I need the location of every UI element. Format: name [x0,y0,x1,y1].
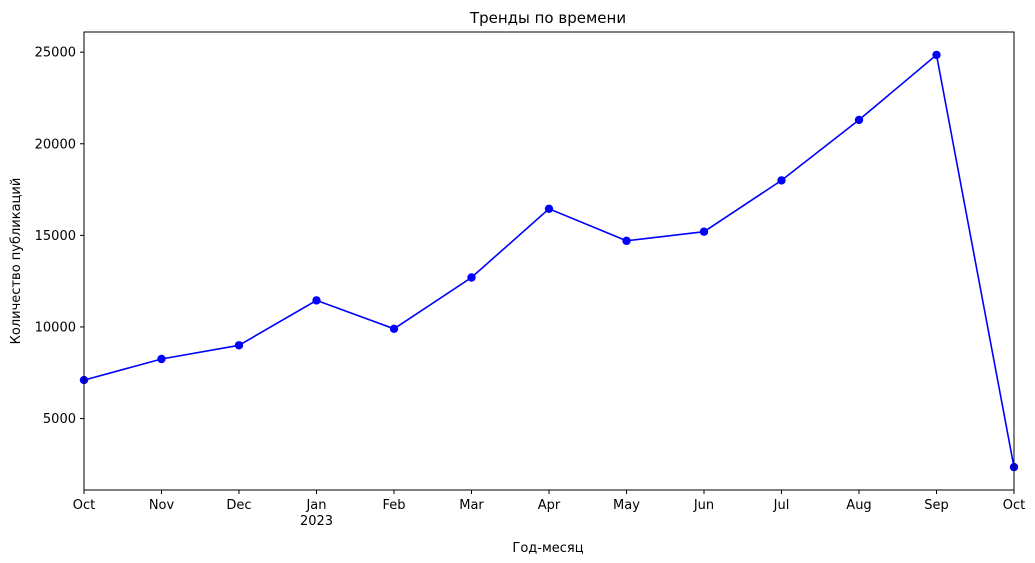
y-axis-label: Количество публикаций [9,178,24,345]
data-point [389,324,399,333]
y-tick-label: 15000 [35,229,76,244]
data-point [699,227,709,236]
x-tick-year-label: 2023 [300,514,333,529]
x-tick-label: May [613,498,640,513]
data-point [544,204,554,213]
y-tick-label: 25000 [35,46,76,61]
series-line [83,53,1015,468]
x-tick-label: Nov [149,498,175,513]
x-tick-label: Jul [773,498,790,513]
x-tick-label: Sep [924,498,949,513]
x-axis-label: Год-месяц [512,541,583,556]
data-point [157,354,166,364]
data-point [777,176,786,185]
x-tick-label: Feb [382,498,405,513]
data-point [932,50,941,60]
x-tick-label: Aug [846,498,871,513]
data-point [467,273,476,282]
chart-title: Тренды по времени [469,9,626,27]
x-tick-label: Dec [226,498,251,513]
y-tick-label: 5000 [43,412,76,427]
y-tick-label: 20000 [35,137,76,152]
plot-frame [83,31,1015,491]
data-point [312,296,321,305]
data-point [622,236,631,246]
x-tick-label: Oct [73,498,95,513]
x-tick-label: Oct [1003,498,1025,513]
data-point [234,341,244,350]
data-point [854,115,864,125]
x-tick-label: Jan [305,498,326,513]
x-tick-label: Mar [459,498,484,513]
x-tick-label: Apr [538,498,561,513]
y-tick-label: 10000 [35,320,76,335]
x-tick-label: Jun [693,498,714,513]
